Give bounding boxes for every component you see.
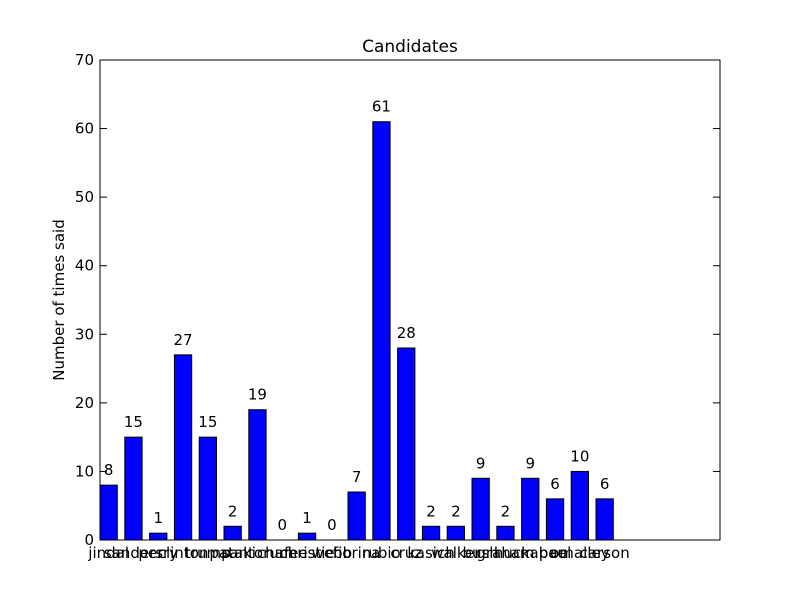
value-label: 7 xyxy=(352,468,362,486)
plot-frame xyxy=(99,59,721,541)
x-tick-label: kasich xyxy=(407,544,454,562)
y-axis-label: Number of times said xyxy=(50,219,68,380)
x-tick-label: webb xyxy=(312,544,353,562)
x-tick-label: trump xyxy=(185,544,231,562)
bar xyxy=(595,498,614,541)
x-tick-label: clinton xyxy=(158,544,209,562)
bar xyxy=(248,409,267,541)
bar xyxy=(149,532,168,541)
x-tick-label: carson xyxy=(580,544,630,562)
bar xyxy=(198,436,217,541)
value-label: 2 xyxy=(426,502,436,520)
x-tick-label: huckabee xyxy=(494,544,567,562)
value-label: 61 xyxy=(372,98,391,116)
bar xyxy=(397,347,416,541)
value-label: 9 xyxy=(525,454,535,472)
bar xyxy=(124,436,143,541)
x-tick-label: cruz xyxy=(390,544,422,562)
value-label: 27 xyxy=(174,331,193,349)
x-tick-label: christie xyxy=(279,544,334,562)
value-label: 2 xyxy=(501,502,511,520)
value-label: 2 xyxy=(451,502,461,520)
y-tick-label: 10 xyxy=(75,462,94,480)
bar xyxy=(446,525,466,541)
x-tick-label: sanders xyxy=(104,544,163,562)
value-label: 9 xyxy=(476,454,486,472)
value-label: 15 xyxy=(124,413,143,431)
y-tick-label: 50 xyxy=(75,188,94,206)
bar xyxy=(421,525,441,541)
y-tick-label: 30 xyxy=(75,325,94,343)
x-tick-label: fiorina xyxy=(333,544,381,562)
x-tick-label: omalley xyxy=(550,544,610,562)
value-label: 6 xyxy=(600,475,610,493)
bar xyxy=(521,477,540,541)
bar xyxy=(99,484,118,541)
x-tick-label: jindal xyxy=(87,544,129,562)
chart-title: Candidates xyxy=(362,37,458,57)
x-tick-label: walker xyxy=(431,544,481,562)
bar xyxy=(471,477,490,541)
x-tick-label: chafee xyxy=(257,544,308,562)
bar xyxy=(496,525,515,541)
value-label: 0 xyxy=(277,516,287,534)
x-tick-label: rubio xyxy=(362,544,401,562)
value-label: 8 xyxy=(104,461,114,479)
y-tick-label: 20 xyxy=(75,394,94,412)
x-tick-label: pataki xyxy=(209,544,256,562)
value-label: 6 xyxy=(550,475,560,493)
value-label: 0 xyxy=(327,516,337,534)
x-tick-label: graham xyxy=(476,544,534,562)
bar xyxy=(545,498,565,541)
value-label: 19 xyxy=(248,386,267,404)
bar xyxy=(347,491,366,541)
x-tick-label: perry xyxy=(138,544,178,562)
value-label: 15 xyxy=(198,413,217,431)
x-tick-label: bush xyxy=(462,544,498,562)
x-tick-label: santorum xyxy=(222,544,294,562)
y-tick-label: 40 xyxy=(75,257,94,275)
x-tick-label: paul xyxy=(539,544,571,562)
bar xyxy=(173,354,193,541)
bar xyxy=(297,532,317,541)
y-tick-label: 60 xyxy=(75,120,94,138)
value-label: 2 xyxy=(228,502,238,520)
value-label: 28 xyxy=(397,324,416,342)
bar xyxy=(372,121,391,541)
bar xyxy=(570,470,590,541)
bar xyxy=(223,525,242,541)
value-label: 10 xyxy=(570,447,589,465)
value-label: 1 xyxy=(153,509,163,527)
value-label: 1 xyxy=(302,509,312,527)
y-tick-label: 0 xyxy=(84,531,94,549)
y-tick-label: 70 xyxy=(75,51,94,69)
